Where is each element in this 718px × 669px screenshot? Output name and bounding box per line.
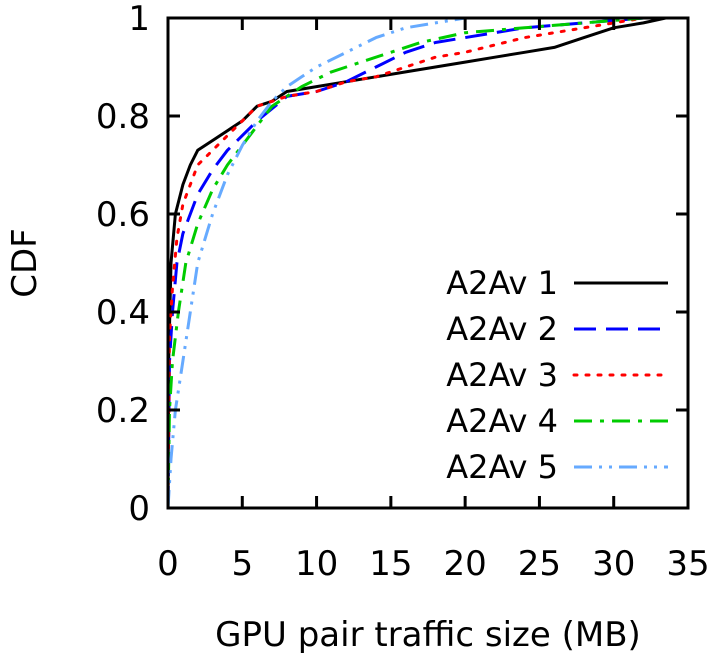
y-tick-label: 1 xyxy=(128,0,150,39)
legend-label-a2av-4: A2Av 4 xyxy=(446,402,558,440)
series-line-a2av-4 xyxy=(166,16,644,509)
legend-label-a2av-5: A2Av 5 xyxy=(446,448,558,486)
x-axis: 0 5 10 15 20 25 30 35 xyxy=(157,18,710,584)
y-tick-label: 0.6 xyxy=(96,195,150,235)
y-tick-label: 0.8 xyxy=(96,97,150,137)
x-tick-label: 0 xyxy=(157,544,179,584)
legend-label-a2av-3: A2Av 3 xyxy=(446,356,558,394)
series-line-a2av-1 xyxy=(166,16,667,509)
series-line-a2av-5 xyxy=(166,16,466,509)
x-tick-label: 20 xyxy=(444,544,487,584)
legend-label-a2av-1: A2Av 1 xyxy=(446,264,558,302)
y-axis-title: CDF xyxy=(5,228,45,297)
x-tick-label: 35 xyxy=(666,544,709,584)
x-tick-label: 10 xyxy=(295,544,338,584)
legend: A2Av 1 A2Av 2 A2Av 3 A2Av 4 A2Av 5 xyxy=(446,264,670,486)
x-tick-label: 15 xyxy=(369,544,412,584)
series-line-a2av-3 xyxy=(166,16,645,510)
legend-label-a2av-2: A2Av 2 xyxy=(446,310,558,348)
plot-frame xyxy=(166,16,690,510)
x-axis-title: GPU pair traffic size (MB) xyxy=(215,615,641,655)
y-axis: 0 0.2 0.4 0.6 0.8 1 xyxy=(96,0,688,529)
y-tick-label: 0.2 xyxy=(96,391,150,431)
series-layer xyxy=(166,16,667,510)
series-line-a2av-2 xyxy=(166,16,644,509)
x-tick-label: 25 xyxy=(518,544,561,584)
y-tick-label: 0 xyxy=(128,489,150,529)
x-tick-label: 5 xyxy=(231,544,253,584)
x-tick-label: 30 xyxy=(592,544,635,584)
y-tick-label: 0.4 xyxy=(96,293,150,333)
